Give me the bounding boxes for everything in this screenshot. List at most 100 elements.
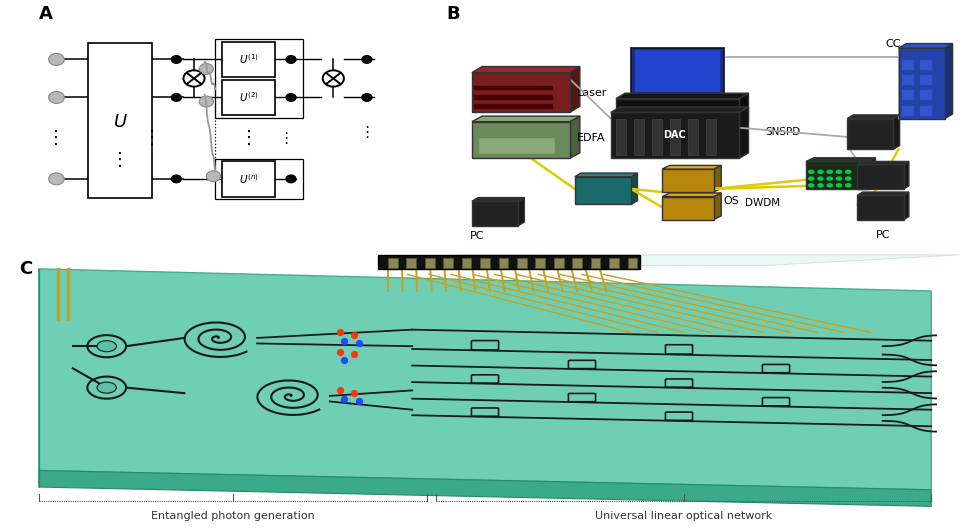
Text: B: B	[446, 5, 459, 23]
Circle shape	[172, 175, 181, 183]
Point	[336, 337, 352, 345]
Point	[346, 331, 361, 339]
Bar	[406, 258, 416, 268]
Polygon shape	[39, 269, 930, 490]
Circle shape	[845, 184, 850, 187]
Bar	[609, 258, 618, 268]
Bar	[846, 118, 892, 149]
Text: Universal linear optical network: Universal linear optical network	[595, 510, 771, 520]
Bar	[610, 113, 738, 158]
Polygon shape	[867, 158, 875, 189]
Bar	[474, 95, 551, 99]
Circle shape	[199, 64, 213, 74]
Bar	[900, 74, 913, 85]
Polygon shape	[897, 44, 952, 48]
Text: $U^{(1)}$: $U^{(1)}$	[238, 53, 259, 66]
Text: C: C	[19, 260, 33, 278]
Text: ⋮: ⋮	[359, 125, 374, 140]
Bar	[574, 177, 631, 204]
Bar	[443, 258, 453, 268]
Circle shape	[827, 177, 831, 180]
Bar	[222, 42, 275, 77]
Polygon shape	[846, 115, 898, 118]
Polygon shape	[610, 107, 748, 113]
Text: Laser: Laser	[577, 88, 607, 98]
Polygon shape	[738, 107, 748, 158]
Bar	[670, 118, 679, 155]
Point	[331, 386, 347, 395]
Polygon shape	[903, 161, 908, 189]
Bar	[857, 165, 903, 189]
Bar	[919, 105, 931, 116]
Circle shape	[835, 184, 841, 187]
Text: $U^{(2)}$: $U^{(2)}$	[238, 91, 259, 105]
Circle shape	[48, 54, 64, 65]
Text: $U^{(n)}$: $U^{(n)}$	[238, 172, 259, 186]
Circle shape	[97, 382, 116, 393]
Polygon shape	[39, 470, 930, 507]
Bar	[222, 80, 275, 115]
Polygon shape	[378, 255, 640, 269]
Bar	[88, 43, 151, 198]
Bar	[662, 196, 713, 220]
Polygon shape	[662, 165, 721, 169]
Bar	[590, 258, 600, 268]
Polygon shape	[574, 173, 637, 177]
Circle shape	[48, 173, 64, 185]
Circle shape	[845, 177, 850, 180]
Point	[331, 347, 347, 356]
Text: OS: OS	[723, 196, 739, 206]
Circle shape	[361, 93, 371, 101]
Bar	[651, 118, 662, 155]
Text: EDFA: EDFA	[577, 133, 606, 143]
Circle shape	[808, 177, 813, 180]
Bar	[897, 48, 944, 118]
Polygon shape	[471, 116, 579, 122]
Polygon shape	[857, 161, 908, 165]
Bar	[900, 59, 913, 70]
Bar	[572, 258, 581, 268]
Bar	[646, 106, 707, 109]
Circle shape	[808, 170, 813, 173]
Circle shape	[817, 170, 822, 173]
Bar	[215, 159, 303, 199]
Bar	[615, 118, 626, 155]
Polygon shape	[569, 116, 579, 158]
Text: PC: PC	[469, 232, 484, 242]
Circle shape	[361, 56, 371, 63]
Bar	[471, 201, 517, 226]
Bar	[615, 99, 738, 126]
Bar	[919, 59, 931, 70]
Point	[351, 397, 366, 406]
Polygon shape	[471, 66, 579, 73]
Point	[351, 339, 366, 348]
Polygon shape	[631, 173, 637, 204]
Bar	[631, 48, 723, 94]
Bar	[705, 118, 715, 155]
Circle shape	[817, 177, 822, 180]
Bar	[222, 161, 275, 196]
Text: ⋮: ⋮	[110, 151, 129, 169]
Bar	[215, 39, 303, 118]
Polygon shape	[805, 158, 875, 161]
Polygon shape	[713, 193, 721, 220]
Text: SNSPD: SNSPD	[765, 127, 800, 138]
Circle shape	[286, 56, 296, 63]
Bar	[480, 258, 489, 268]
Bar	[900, 90, 913, 100]
Bar	[535, 258, 545, 268]
Polygon shape	[662, 193, 721, 196]
Bar	[474, 104, 551, 108]
Circle shape	[172, 93, 181, 101]
Circle shape	[845, 170, 850, 173]
Bar	[388, 258, 397, 268]
Point	[346, 389, 361, 397]
Bar	[553, 258, 563, 268]
Bar	[919, 74, 931, 85]
Bar	[662, 169, 713, 192]
Text: A: A	[39, 5, 52, 23]
Circle shape	[817, 184, 822, 187]
Bar	[633, 118, 643, 155]
Text: ⋮: ⋮	[239, 129, 258, 147]
Text: $U$: $U$	[112, 113, 127, 131]
